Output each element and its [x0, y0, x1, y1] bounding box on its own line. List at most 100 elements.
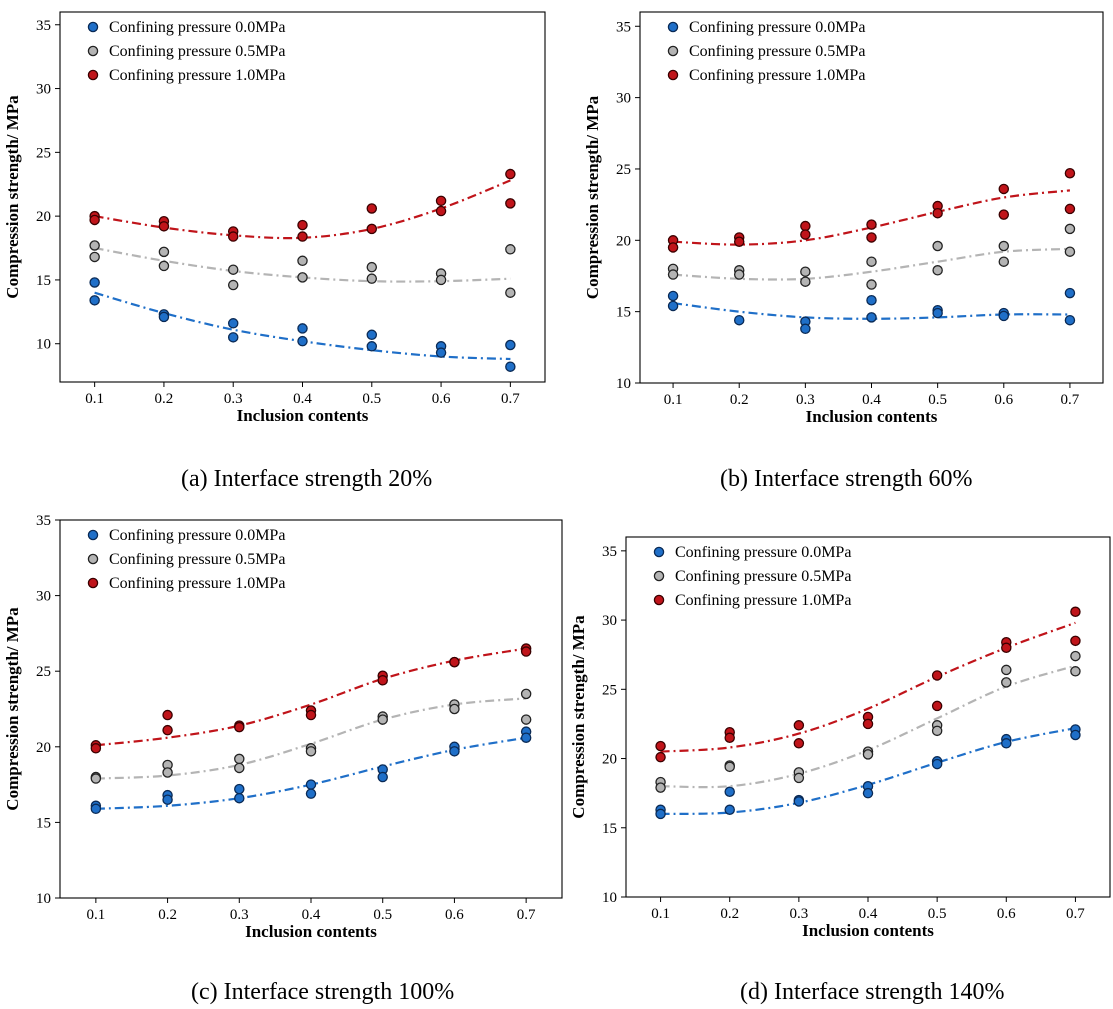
data-point-series-3 — [1070, 606, 1081, 618]
data-point-series-1 — [862, 787, 874, 799]
legend-label-series-2: Confining pressure 0.5MPa — [675, 568, 851, 585]
legend-label-series-3: Confining pressure 1.0MPa — [109, 67, 285, 84]
x-tick-label: 0.5 — [928, 906, 947, 922]
data-point-series-2 — [1070, 666, 1081, 677]
data-point-series-2 — [1001, 664, 1012, 676]
data-point-series-3 — [733, 236, 745, 247]
data-point-series-3 — [1064, 167, 1076, 179]
legend-marker-series-3 — [667, 69, 679, 81]
data-point-series-3 — [866, 232, 877, 243]
legend-marker-series-2 — [667, 45, 679, 57]
data-point-series-1 — [366, 341, 378, 352]
legend-label-series-3: Confining pressure 1.0MPa — [675, 592, 851, 609]
legend-label-series-1: Confining pressure 0.0MPa — [675, 544, 851, 561]
data-point-series-1 — [89, 277, 100, 288]
y-tick-label: 35 — [36, 18, 51, 34]
data-point-series-3 — [305, 709, 317, 721]
data-point-series-3 — [520, 646, 532, 657]
legend-label-series-3: Confining pressure 1.0MPa — [109, 575, 285, 592]
data-point-series-3 — [1070, 635, 1081, 647]
data-point-series-2 — [520, 714, 532, 725]
chart-d: 0.1 0.2 0.3 0.4 0.5 0.6 0.7 10 15 20 25 30 35 Inclusi… — [569, 536, 1111, 940]
y-tick-label: 15 — [602, 821, 617, 837]
data-point-series-2 — [932, 240, 943, 252]
data-point-series-3 — [931, 700, 943, 712]
data-point-series-2 — [162, 767, 173, 778]
data-point-series-1 — [297, 323, 308, 334]
y-axis-title: Compression strength/ MPa — [569, 615, 588, 819]
y-tick-label: 10 — [36, 891, 51, 907]
data-point-series-1 — [520, 732, 532, 743]
data-point-series-2 — [1064, 223, 1076, 235]
data-point-series-1 — [932, 307, 943, 319]
x-tick-label: 0.6 — [994, 392, 1013, 408]
chart-panel-c: 0.1 0.2 0.3 0.4 0.5 0.6 0.7 10 15 20 25 30 35 Inclusi… — [0, 505, 563, 1009]
y-tick-label: 35 — [36, 513, 51, 529]
y-tick-label: 20 — [36, 740, 51, 756]
caption-c: (c) Interface strength 100% — [191, 979, 455, 1005]
y-tick-label: 25 — [36, 664, 51, 680]
data-point-series-1 — [227, 332, 239, 343]
chart-panel-b: 0.1 0.2 0.3 0.4 0.5 0.6 0.7 10 15 20 25 30 35 Inclusi… — [560, 0, 1113, 500]
y-tick-label: 30 — [36, 589, 51, 605]
data-point-series-1 — [724, 804, 735, 816]
data-point-series-2 — [800, 266, 811, 277]
data-point-series-2 — [724, 761, 735, 773]
x-tick-label: 0.4 — [302, 907, 321, 923]
y-tick-label: 30 — [616, 91, 631, 107]
data-point-series-1 — [158, 311, 170, 323]
legend-label-series-2: Confining pressure 0.5MPa — [109, 43, 285, 60]
data-point-series-3 — [366, 203, 378, 214]
legend-label-series-1: Confining pressure 0.0MPa — [109, 527, 285, 544]
data-point-series-3 — [227, 231, 239, 242]
x-tick-label: 0.1 — [651, 906, 670, 922]
data-point-series-2 — [158, 246, 170, 258]
data-point-series-3 — [800, 220, 811, 232]
data-point-series-1 — [998, 310, 1010, 322]
data-point-series-2 — [1064, 246, 1076, 257]
data-point-series-2 — [733, 269, 745, 280]
data-point-series-3 — [366, 223, 378, 235]
legend-marker-series-3 — [87, 69, 99, 81]
data-point-series-2 — [377, 714, 388, 725]
data-point-series-2 — [505, 244, 516, 255]
data-point-series-1 — [377, 771, 388, 783]
y-axis-title: Compression strength/ MPa — [583, 95, 602, 299]
caption-b: (b) Interface strength 60% — [720, 466, 973, 492]
data-point-series-3 — [800, 229, 811, 240]
x-tick-label: 0.2 — [155, 391, 174, 407]
data-point-series-1 — [505, 361, 516, 372]
data-point-series-3 — [866, 219, 877, 230]
x-tick-label: 0.4 — [859, 906, 878, 922]
legend-marker-series-1 — [87, 21, 99, 33]
trend-line-series-3 — [95, 647, 527, 747]
data-point-series-2 — [520, 688, 532, 700]
data-point-series-3 — [1064, 203, 1076, 215]
x-tick-label: 0.7 — [1066, 906, 1085, 922]
data-point-series-1 — [1070, 729, 1081, 741]
data-point-series-3 — [862, 718, 874, 730]
x-tick-label: 0.5 — [373, 907, 392, 923]
data-point-series-3 — [297, 219, 308, 231]
data-point-series-1 — [793, 796, 805, 807]
y-tick-label: 10 — [616, 376, 631, 392]
x-tick-label: 0.3 — [224, 391, 243, 407]
data-point-series-3 — [505, 198, 516, 209]
data-point-series-1 — [724, 786, 735, 798]
x-tick-label: 0.7 — [1061, 392, 1080, 408]
x-tick-label: 0.4 — [862, 392, 881, 408]
x-tick-label: 0.3 — [230, 907, 249, 923]
y-tick-label: 20 — [616, 233, 631, 249]
data-point-series-1 — [305, 779, 317, 790]
data-point-series-1 — [234, 783, 245, 795]
data-point-series-3 — [998, 209, 1010, 220]
legend-label-series-1: Confining pressure 0.0MPa — [109, 19, 285, 36]
chart-panel-a: 0.1 0.2 0.3 0.4 0.5 0.6 0.7 10 15 20 25 30 35 Inclusi… — [0, 0, 560, 500]
data-point-series-2 — [366, 261, 378, 273]
data-point-series-2 — [158, 260, 170, 272]
data-point-series-3 — [505, 168, 516, 180]
data-point-series-2 — [234, 762, 245, 774]
data-point-series-2 — [435, 274, 447, 286]
data-point-series-1 — [89, 295, 100, 306]
trend-line-series-3 — [660, 621, 1076, 753]
